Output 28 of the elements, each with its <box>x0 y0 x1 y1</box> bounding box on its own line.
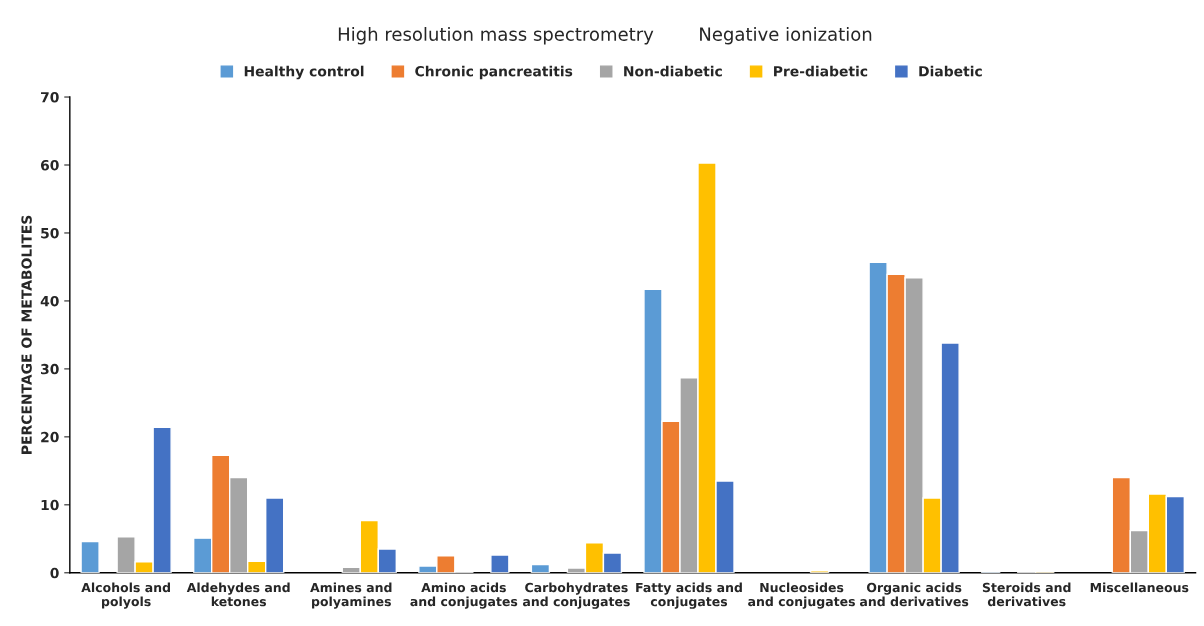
x-tick-label: Amines and polyamines <box>310 582 392 609</box>
x-tick-label: Miscellaneous <box>1090 582 1189 593</box>
x-tick-label: Organic acids and derivatives <box>859 582 969 607</box>
y-tick-label: 40 <box>40 295 59 307</box>
bar <box>80 540 100 573</box>
x-tick-label: Alcohols and polyols <box>81 582 170 609</box>
y-tick-label: 0 <box>50 567 59 579</box>
y-tick-label: 60 <box>40 159 59 171</box>
chart-subtitle: Negative ionization <box>700 26 872 45</box>
y-tick-label: 70 <box>41 92 59 103</box>
legend-label: Pre-diabetic <box>774 65 868 77</box>
x-tick-label: Steroids and derivatives <box>982 582 1071 607</box>
legend-label: Non-diabetic <box>624 65 722 77</box>
x-tick-label: Fatty acids and conjugates <box>636 582 742 609</box>
x-tick-label: Nucleosides and conjugates <box>748 582 855 609</box>
legend-label: Healthy control <box>244 65 364 80</box>
legend-label: Diabetic <box>919 65 982 77</box>
x-tick-label: Aldehydes and ketones <box>186 582 290 607</box>
y-axis-title: PERCENTAGE OF METABOLITES <box>21 215 32 454</box>
y-tick-label: 30 <box>41 363 59 375</box>
x-tick-label: Amino acids and conjugates <box>410 582 518 609</box>
bar <box>490 554 510 573</box>
chart-title: High resolution mass spectrometry <box>338 26 654 45</box>
x-tick-label: Carbohydrates and conjugates <box>522 582 630 609</box>
y-tick-label: 20 <box>41 431 59 443</box>
legend-label: Chronic pancreatitis <box>415 65 573 80</box>
y-tick-label: 10 <box>41 499 59 511</box>
y-tick-label: 50 <box>41 227 59 239</box>
